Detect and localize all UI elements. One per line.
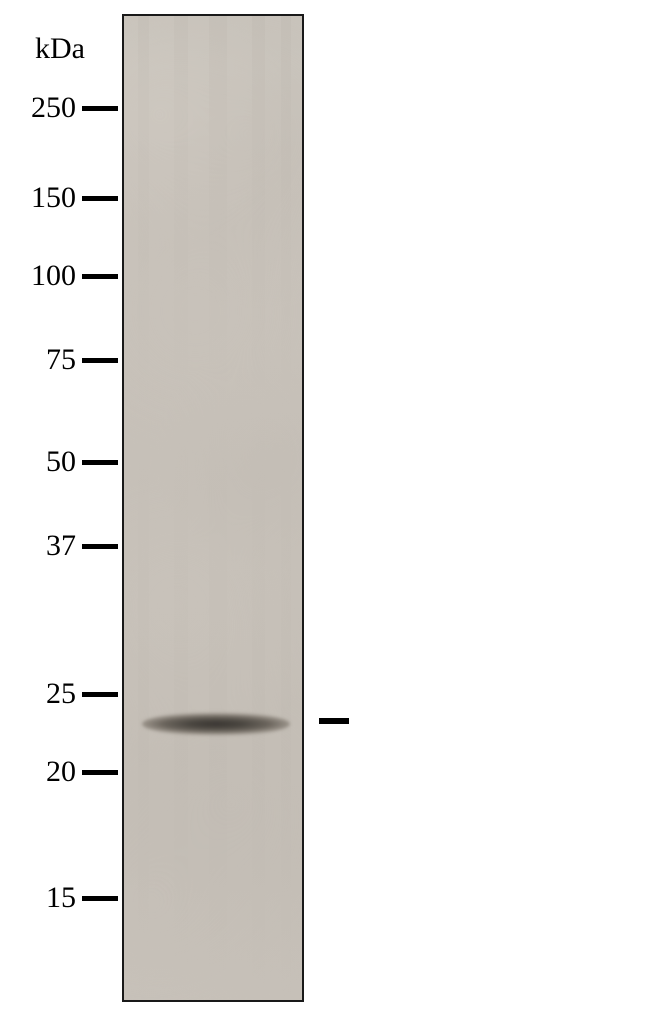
marker-tick-75 [82,358,118,363]
marker-tick-250 [82,106,118,111]
protein-band-23kda [142,712,290,736]
marker-tick-20 [82,770,118,775]
marker-tick-100 [82,274,118,279]
marker-tick-25 [82,692,118,697]
marker-label-15: 15 [36,881,76,915]
marker-label-75: 75 [36,343,76,377]
marker-tick-37 [82,544,118,549]
blot-lane [122,14,304,1002]
target-band-indicator [319,718,349,724]
marker-label-50: 50 [36,445,76,479]
western-blot-figure: kDa 250 150 100 75 50 37 25 20 15 [0,0,650,1020]
marker-label-150: 150 [20,181,76,215]
marker-label-25: 25 [36,677,76,711]
axis-unit-label: kDa [35,32,85,66]
marker-label-37: 37 [36,529,76,563]
marker-label-100: 100 [20,259,76,293]
marker-tick-15 [82,896,118,901]
marker-tick-50 [82,460,118,465]
marker-label-20: 20 [36,755,76,789]
marker-tick-150 [82,196,118,201]
marker-label-250: 250 [20,91,76,125]
blot-noise [124,16,302,1000]
